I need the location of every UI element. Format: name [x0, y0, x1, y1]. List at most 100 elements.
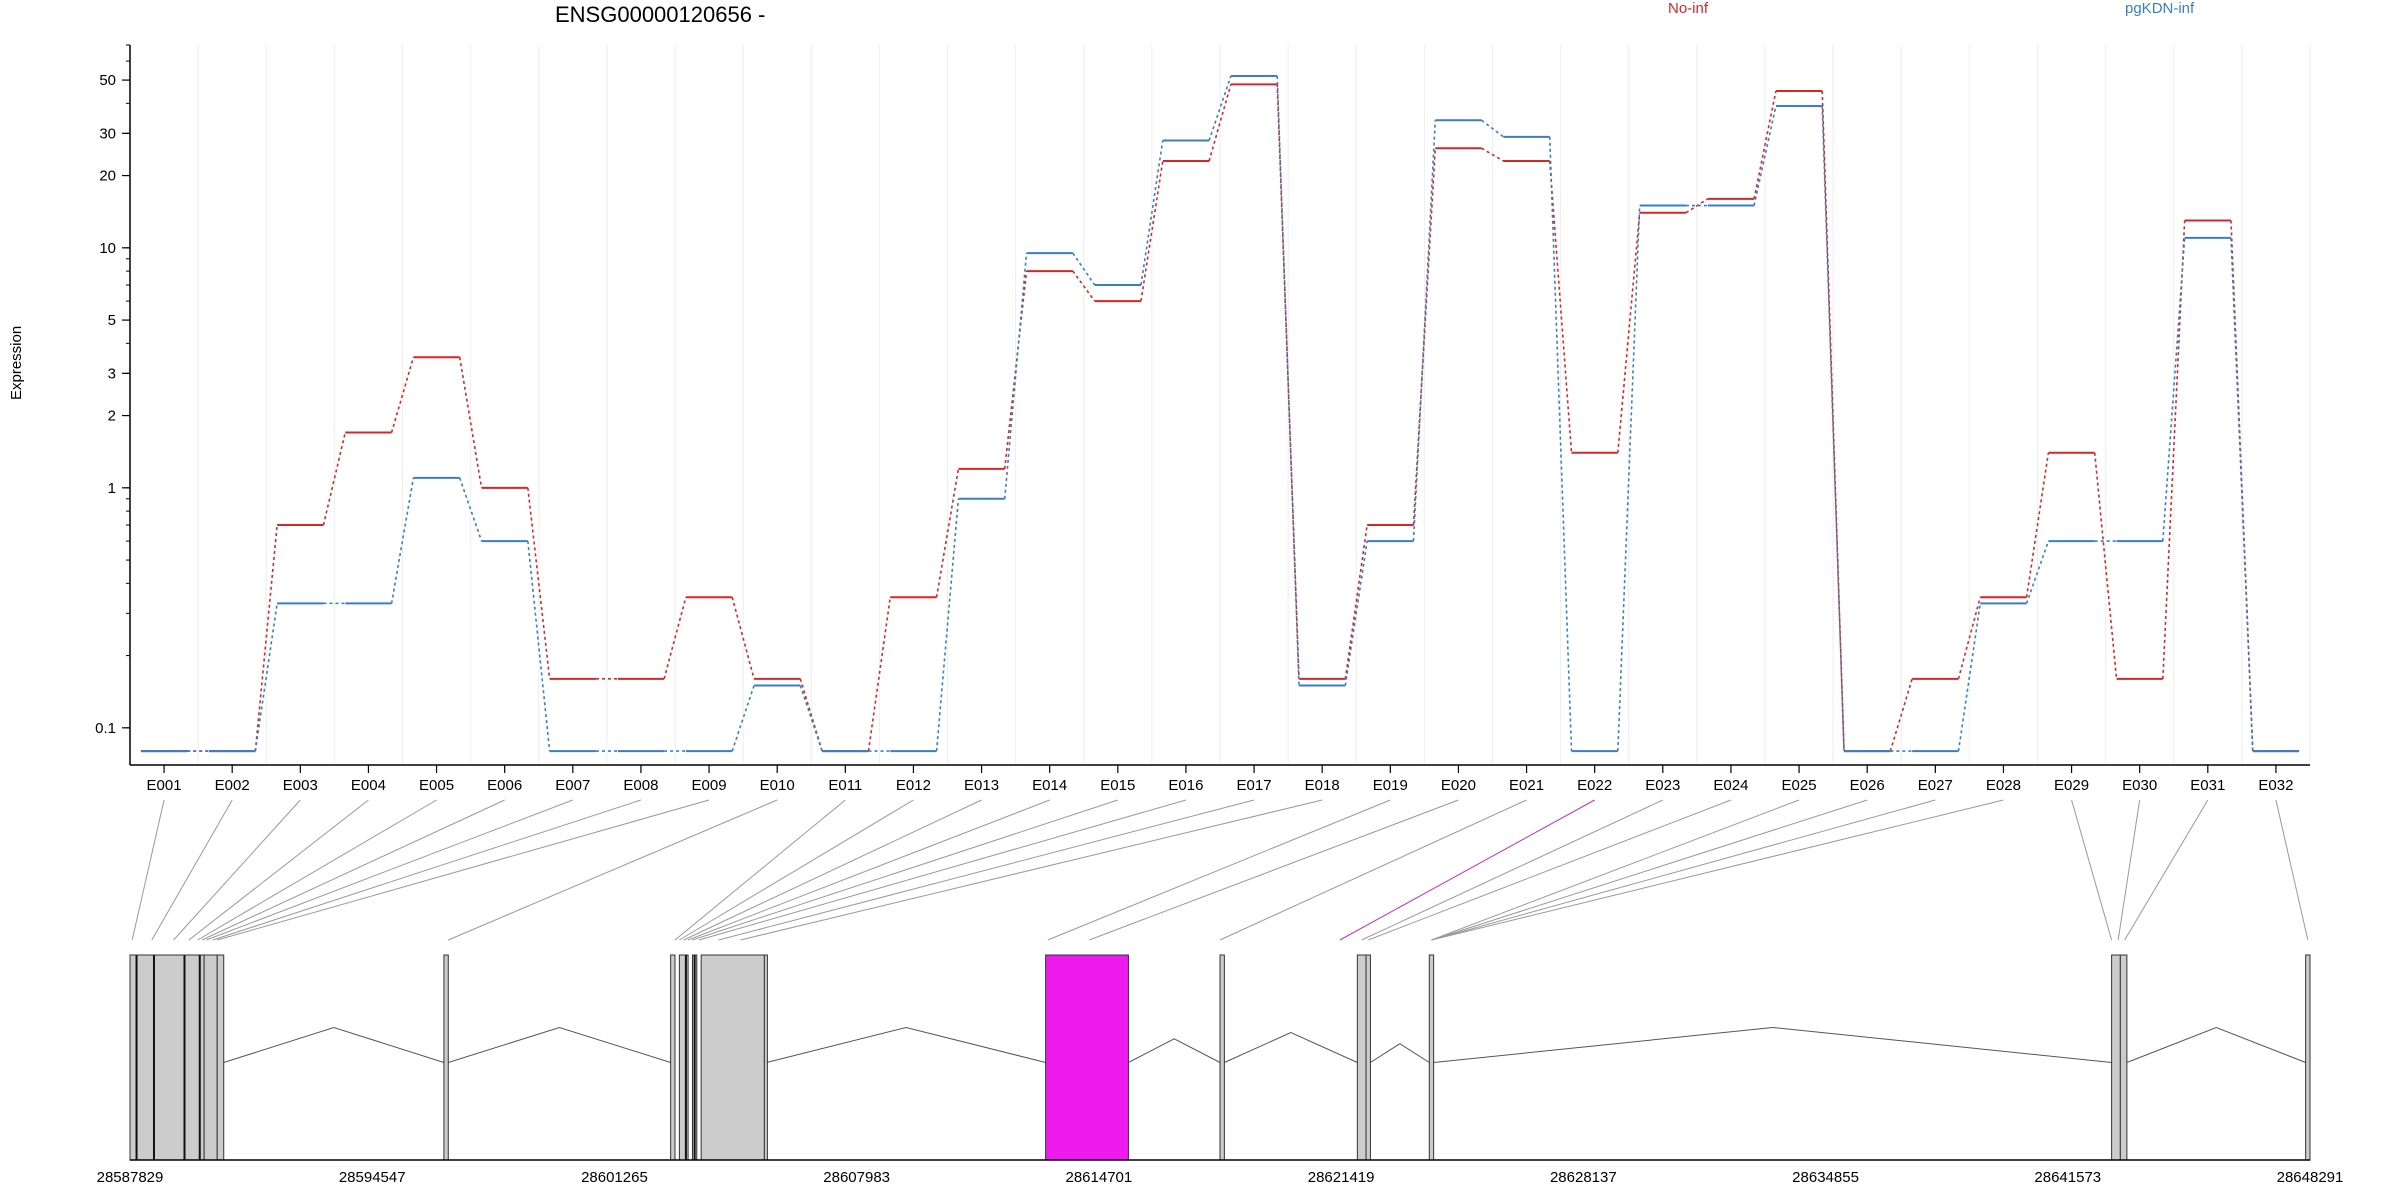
transition-segment	[1003, 253, 1028, 499]
y-tick-label: 3	[108, 365, 116, 382]
connector-e017	[718, 799, 1255, 941]
exon-box	[763, 954, 768, 1161]
x-tick-label-e003: E003	[283, 777, 318, 794]
transition-segment	[2162, 220, 2186, 679]
transition-segment	[1821, 91, 1845, 752]
transition-segment	[2025, 452, 2050, 598]
transition-segment	[1208, 84, 1232, 162]
transition-segment	[2162, 237, 2186, 542]
x-tick-label-e018: E018	[1305, 777, 1340, 794]
x-tick-label-e026: E026	[1850, 777, 1885, 794]
exon-box	[203, 954, 218, 1161]
x-axis: E001 E002 E003 E004 E005 E006 E007 E008 E009 E010…	[130, 764, 2310, 794]
chart-title: ENSG00000120656 -	[555, 2, 766, 27]
highlighted-exon	[1045, 954, 1129, 1161]
transition-segment	[527, 487, 551, 679]
transition-segment	[1344, 524, 1368, 679]
coord-tick-label: 28621419	[1308, 1169, 1375, 1186]
connector-e030	[2117, 799, 2141, 941]
connector-e010	[448, 799, 778, 941]
transition-segment	[527, 540, 551, 752]
transition-segment	[2230, 237, 2254, 752]
transition-segment	[1481, 119, 1504, 138]
y-tick-label: 5	[108, 312, 116, 329]
connector-e012	[679, 799, 914, 941]
x-tick-label-e021: E021	[1509, 777, 1544, 794]
x-tick-label-e011: E011	[828, 777, 862, 794]
connector-e019	[1047, 799, 1391, 941]
y-tick-label: 2	[108, 408, 116, 425]
connector-e031	[2124, 799, 2209, 941]
transition-segment	[1140, 140, 1164, 286]
connector-e028	[1431, 799, 2004, 941]
connector-e022	[1339, 799, 1595, 941]
transition-segment	[1617, 205, 1641, 752]
exon-box	[216, 954, 225, 1161]
connector-e014	[687, 799, 1050, 941]
connector-e020	[1089, 799, 1459, 941]
exon-box	[1219, 954, 1225, 1161]
connector-e011	[674, 799, 846, 941]
x-tick-label-e002: E002	[215, 777, 250, 794]
transition-segment	[2025, 540, 2050, 604]
exon-box	[2305, 954, 2311, 1161]
exon-box	[1428, 954, 1435, 1161]
x-tick-label-e015: E015	[1100, 777, 1135, 794]
x-tick-label-e016: E016	[1168, 777, 1203, 794]
y-tick-label: 50	[99, 72, 116, 89]
intron-line	[223, 1026, 445, 1063]
legend-entry-no-inf: No-inf	[1668, 0, 1709, 17]
intron-line	[1224, 1032, 1358, 1063]
transition-segment	[1072, 270, 1096, 302]
transition-segment	[1617, 212, 1641, 453]
x-tick-label-e027: E027	[1918, 777, 1953, 794]
genomic-coordinate-axis: 28587829 28594547 28601265 28607983 28614701…	[97, 1159, 2343, 1186]
transition-segment	[1548, 136, 1573, 752]
exon-box	[700, 954, 765, 1161]
x-tick-label-e005: E005	[419, 777, 454, 794]
connector-e026	[1431, 799, 1868, 941]
x-tick-label-e004: E004	[351, 777, 386, 794]
exon-connectors	[131, 799, 2309, 941]
intron-line	[2126, 1026, 2306, 1063]
transition-segment	[731, 597, 755, 680]
transition-segment	[1753, 90, 1777, 199]
transition-segment	[935, 498, 960, 752]
connector-e032	[2275, 799, 2309, 941]
connector-e008	[212, 799, 642, 941]
intron-line	[1128, 1038, 1221, 1063]
coord-tick-label: 28634855	[1792, 1169, 1859, 1186]
x-tick-label-e012: E012	[896, 777, 931, 794]
x-tick-label-e013: E013	[964, 777, 999, 794]
series-pgkdn-inf	[140, 74, 2300, 753]
x-tick-label-e025: E025	[1782, 777, 1817, 794]
legend-entry-pgkdn-inf: pgKDN-inf	[2125, 0, 2195, 17]
connector-e005	[197, 799, 437, 941]
y-tick-label: 1	[108, 480, 116, 497]
y-tick-label: 0.1	[95, 720, 116, 737]
x-tick-label-e019: E019	[1373, 777, 1408, 794]
connector-e003	[173, 799, 301, 941]
coord-tick-label: 28594547	[339, 1169, 406, 1186]
transition-segment	[1957, 597, 1982, 680]
x-tick-label-e030: E030	[2122, 777, 2157, 794]
transition-segment	[390, 357, 415, 433]
intron-line	[1433, 1026, 2112, 1063]
transition-segment	[1889, 678, 1913, 752]
transition-segment	[1548, 160, 1573, 453]
y-tick-label: 20	[99, 168, 116, 185]
intron-line	[448, 1026, 671, 1063]
exon-box	[1365, 954, 1371, 1161]
connector-e016	[698, 799, 1187, 941]
connector-e024	[1368, 799, 1732, 941]
connector-e002	[151, 799, 233, 941]
exon-box	[670, 954, 676, 1161]
connector-e021	[1219, 799, 1527, 941]
x-tick-label-e010: E010	[760, 777, 795, 794]
coord-tick-label: 28587829	[97, 1169, 164, 1186]
x-tick-label-e032: E032	[2258, 777, 2293, 794]
connector-e025	[1431, 799, 1800, 941]
transition-segment	[254, 524, 278, 752]
connector-e004	[188, 799, 369, 941]
x-tick-label-e029: E029	[2054, 777, 2089, 794]
